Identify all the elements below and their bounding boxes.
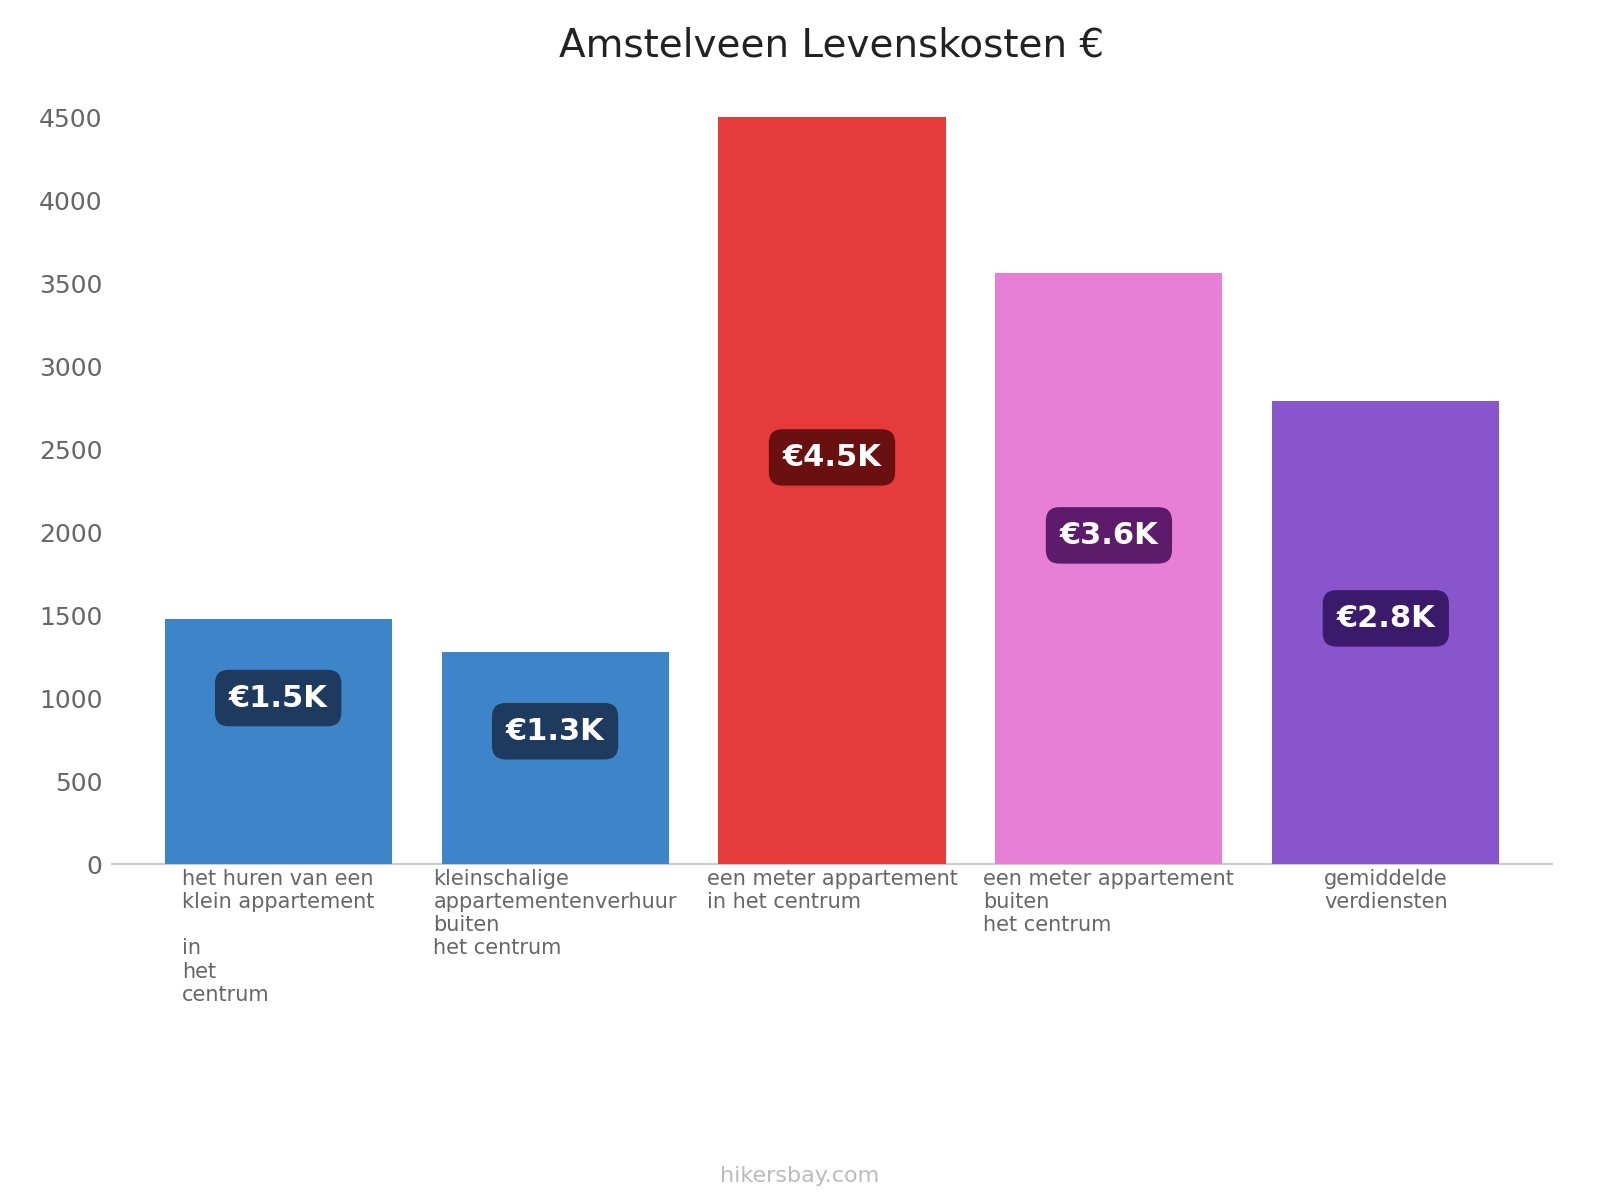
Text: €3.6K: €3.6K bbox=[1059, 521, 1158, 550]
Text: €4.5K: €4.5K bbox=[782, 443, 882, 472]
Text: €2.8K: €2.8K bbox=[1336, 604, 1435, 632]
Title: Amstelveen Levenskosten €: Amstelveen Levenskosten € bbox=[560, 26, 1104, 65]
Text: €1.3K: €1.3K bbox=[506, 716, 605, 745]
Text: €1.5K: €1.5K bbox=[229, 684, 328, 713]
Bar bbox=[442, 652, 669, 864]
Text: hikersbay.com: hikersbay.com bbox=[720, 1166, 880, 1186]
Bar bbox=[995, 274, 1222, 864]
Bar bbox=[718, 118, 946, 864]
Bar bbox=[165, 619, 392, 864]
Bar bbox=[1272, 401, 1499, 864]
